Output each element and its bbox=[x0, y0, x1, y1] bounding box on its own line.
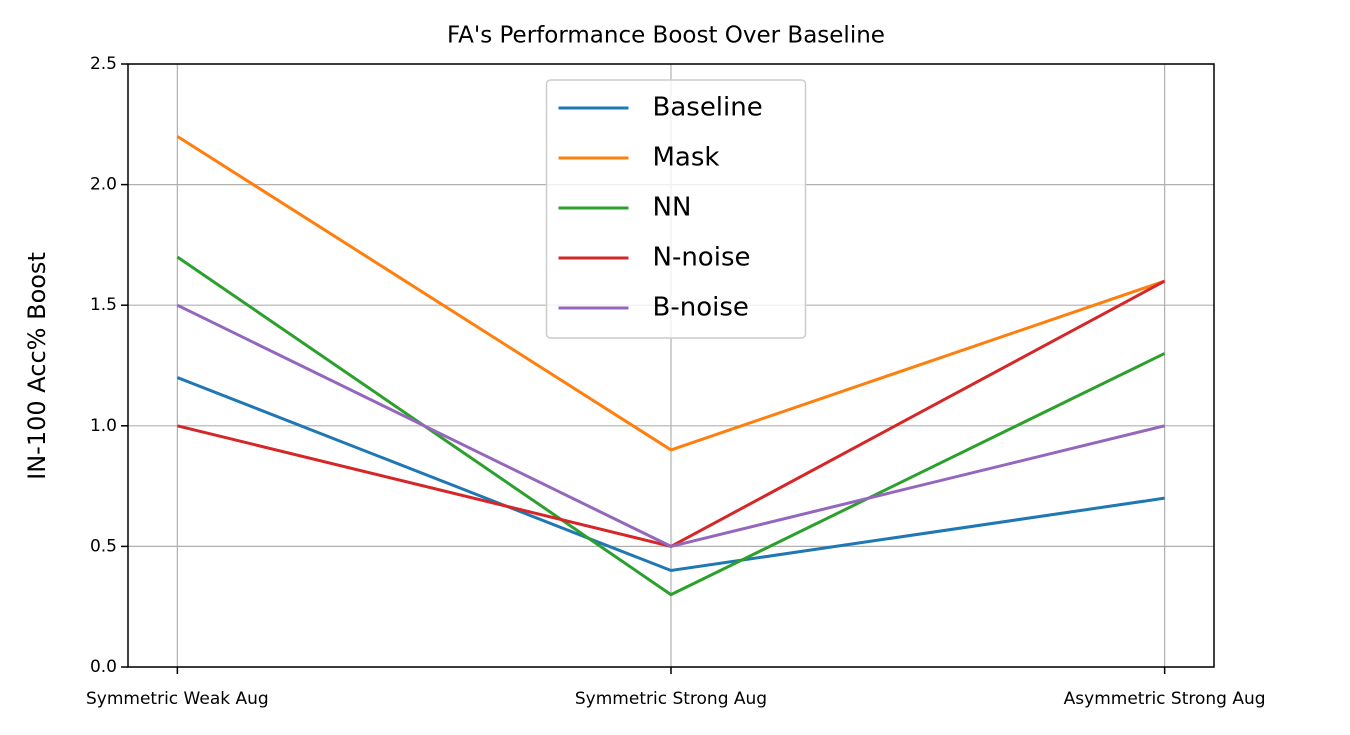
x-tick-label: Asymmetric Strong Aug bbox=[1064, 689, 1266, 709]
y-tick-label: 0.0 bbox=[90, 657, 117, 677]
legend-label: Mask bbox=[653, 143, 720, 173]
y-tick-label: 2.5 bbox=[90, 54, 117, 74]
y-tick-label: 2.0 bbox=[90, 175, 117, 195]
y-tick-label: 1.5 bbox=[90, 295, 117, 315]
legend-label: Baseline bbox=[653, 93, 763, 123]
series-line bbox=[176, 376, 1165, 573]
y-tick-label: 1.0 bbox=[90, 416, 117, 436]
ticks-layer: 0.0 0.5 1.0 1.5 2.0 2.5 Symmetric Weak Aug Symm… bbox=[86, 54, 1266, 709]
chart-title: FA's Performance Boost Over Baseline bbox=[447, 23, 885, 49]
legend-label: B-noise bbox=[653, 293, 749, 323]
series-line bbox=[176, 135, 1166, 452]
lines-layer bbox=[176, 135, 1166, 597]
x-tick-label: Symmetric Strong Aug bbox=[575, 689, 767, 709]
legend-box bbox=[545, 79, 807, 339]
x-tick-label: Symmetric Weak Aug bbox=[86, 689, 269, 709]
y-tick-label: 0.5 bbox=[90, 536, 117, 556]
legend-label: NN bbox=[653, 193, 692, 223]
y-axis-label: IN-100 Acc% Boost bbox=[23, 252, 51, 480]
series-line bbox=[176, 255, 1166, 597]
series-line bbox=[176, 303, 1165, 548]
legend: Baseline Mask NN N-noise B-noise bbox=[545, 79, 807, 339]
legend-label: N-noise bbox=[653, 243, 751, 273]
